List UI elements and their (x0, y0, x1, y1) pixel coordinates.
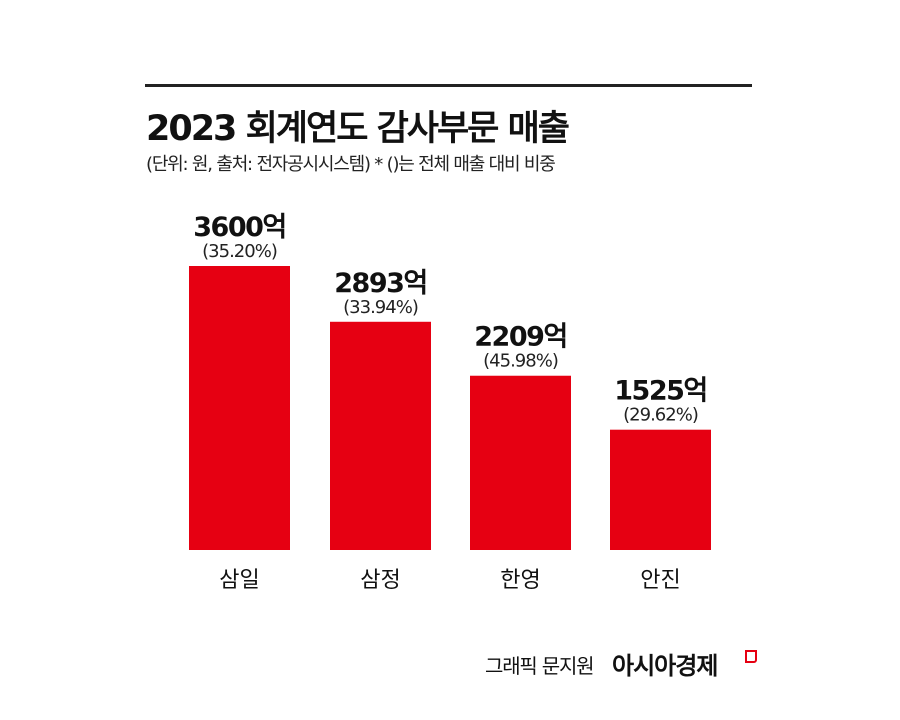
title-rule (145, 84, 752, 87)
publisher-logo: 아시아경제 (612, 652, 718, 680)
logo-mark-icon (745, 650, 757, 663)
chart-title: 2023 회계연도 감사부문 매출 (146, 109, 570, 149)
bar-1 (330, 321, 431, 550)
bar-3 (610, 429, 711, 550)
category-label: 삼일 (219, 568, 259, 593)
value-label: 2893억 (334, 268, 427, 299)
value-label: 3600억 (193, 212, 286, 243)
share-label: (33.94%) (343, 297, 418, 318)
category-label: 삼정 (360, 568, 400, 593)
share-label: (29.62%) (623, 405, 698, 426)
value-label: 1525억 (614, 376, 707, 407)
graphic-credit: 그래픽 문지원 (485, 654, 595, 678)
share-label: (45.98%) (483, 351, 558, 372)
category-label: 한영 (500, 568, 540, 593)
bar-2 (470, 375, 571, 550)
category-label: 안진 (640, 568, 680, 593)
chart-subtitle: (단위: 원, 출처: 전자공시시스템) * ()는 전체 매출 대비 비중 (146, 154, 556, 175)
bar-0 (189, 266, 290, 550)
share-label: (35.20%) (202, 241, 277, 262)
value-label: 2209억 (474, 322, 567, 353)
